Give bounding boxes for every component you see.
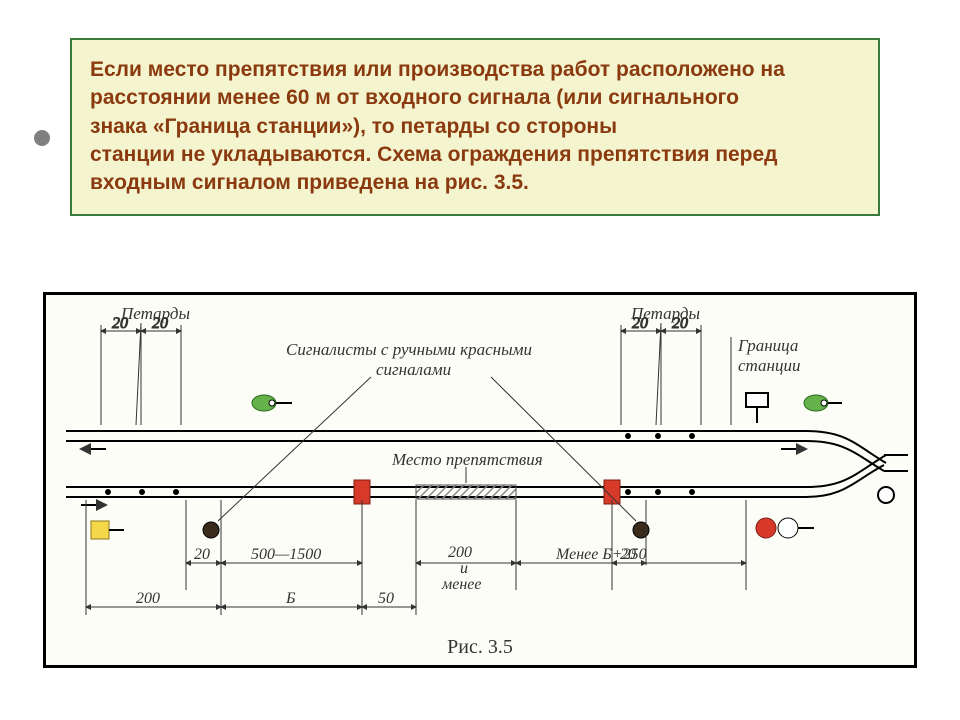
label-sig-2: сигналами — [376, 360, 451, 379]
dim-20-bl: 20 — [194, 546, 210, 563]
dim-500-1500: 500—1500 — [251, 546, 321, 563]
dim-20-tr1: 20 — [632, 315, 648, 332]
dim-200: 200 — [448, 544, 472, 561]
dim-200l: 200 — [136, 590, 160, 607]
dim-200-menee: менее — [441, 576, 481, 593]
bullet — [34, 130, 50, 146]
dim-20-tl1: 20 — [112, 315, 128, 332]
dim-50: 50 — [378, 590, 394, 607]
signalist-left — [203, 522, 219, 538]
green-flag-right-icon — [804, 395, 842, 411]
dim-20-tl2: 20 — [152, 315, 168, 332]
text-line-3: знака «Граница станции»), то петарды со … — [90, 115, 617, 138]
label-granica-1: Граница — [737, 336, 798, 355]
figure-caption: Рис. 3.5 — [46, 636, 914, 659]
dim-B: Б — [285, 590, 296, 607]
boundary-sign-icon — [746, 393, 768, 423]
diagram-svg: Петарды Сигналисты с ручными красными си… — [46, 295, 914, 635]
dim-20-tr2: 20 — [672, 315, 688, 332]
dim-20-br: 20 — [620, 546, 636, 563]
label-mp: Место препятствия — [391, 450, 543, 469]
disc-signals-icon — [756, 518, 814, 538]
obstacle-area — [416, 485, 516, 499]
diagram-frame: Петарды Сигналисты с ручными красными си… — [43, 292, 917, 668]
yellow-signal-icon — [91, 521, 124, 539]
text-line-5: входным сигналом приведена на рис. 3.5. — [90, 171, 529, 194]
signal-ring-icon — [878, 487, 894, 503]
text-line-4: станции не укладываются. Схема ограждени… — [90, 143, 778, 166]
text-line-1: Если место препятствия или производства … — [90, 58, 785, 81]
label-granica-2: станции — [738, 356, 800, 375]
label-sig-1: Сигналисты с ручными красными — [286, 340, 532, 359]
green-flag-icon — [252, 395, 292, 411]
dim-200-i: и — [460, 560, 468, 577]
text-line-2: расстоянии менее 60 м от входного сигнал… — [90, 86, 739, 109]
signalist-right — [633, 522, 649, 538]
description-textbox: Если место препятствия или производства … — [70, 38, 880, 216]
